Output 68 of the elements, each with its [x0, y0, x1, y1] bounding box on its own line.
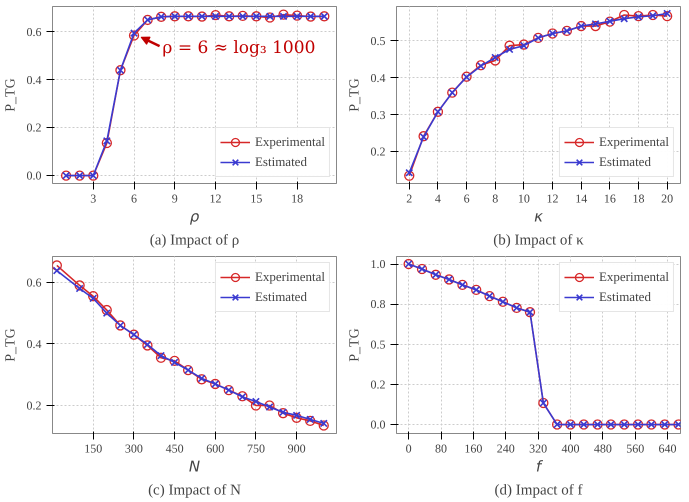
x-tick-label: 450: [166, 442, 184, 456]
legend-label: Experimental: [254, 134, 325, 150]
y-axis-title: P_TG: [4, 328, 18, 362]
y-tick-label: 0.0: [26, 168, 42, 183]
x-tick-label: 9: [172, 192, 178, 206]
y-tick-label: 0.2: [26, 120, 42, 135]
x-axis-title: κ: [534, 208, 544, 226]
y-tick-label: 0.4: [26, 336, 42, 351]
y-tick-label: 0.6: [26, 24, 42, 39]
annotation: ρ = 6 ≈ log₃ 1000: [162, 38, 316, 58]
x-axis-title: f: [536, 458, 544, 476]
y-tick-label: 0.4: [26, 72, 42, 87]
y-tick-label: 0.5: [370, 34, 386, 48]
y-axis-title: P_TG: [348, 78, 362, 112]
legend-label: Experimental: [598, 134, 669, 150]
x-tick-label: 10: [518, 192, 530, 206]
y-axis-title: P_TG: [348, 328, 362, 362]
y-tick-label: 0.5: [370, 337, 386, 352]
x-axis-title: N: [188, 458, 200, 476]
y-tick-label: 0.4: [370, 70, 386, 85]
x-tick-label: 3: [90, 192, 96, 206]
y-tick-label: 0.2: [370, 144, 386, 159]
x-tick-label: 560: [626, 442, 644, 456]
x-tick-label: 240: [496, 442, 515, 456]
y-tick-label: 0.8: [370, 297, 386, 312]
x-axis-title: ρ: [190, 208, 200, 226]
x-tick-label: 900: [288, 442, 306, 456]
x-tick-label: 18: [291, 192, 304, 206]
y-tick-label: 1.0: [370, 257, 386, 272]
legend-label: Estimated: [254, 289, 307, 305]
x-tick-label: 480: [594, 442, 612, 456]
x-tick-label: 640: [658, 442, 677, 456]
x-tick-label: 320: [529, 442, 548, 456]
x-tick-label: 18: [632, 192, 645, 206]
x-tick-label: 8: [492, 192, 498, 206]
x-tick-label: 300: [124, 442, 143, 456]
x-tick-label: 15: [250, 192, 262, 206]
y-tick-label: 0.6: [26, 275, 42, 290]
x-tick-label: 150: [84, 442, 102, 456]
legend-label: Experimental: [254, 269, 325, 285]
x-tick-label: 400: [561, 442, 580, 456]
text: (a) Impact of ρ: [150, 232, 240, 248]
x-tick-label: 12: [546, 192, 559, 206]
x-tick-label: 12: [210, 192, 222, 206]
x-tick-label: 600: [206, 442, 224, 456]
y-tick-label: 0.3: [370, 108, 386, 122]
text: (b) Impact of κ: [493, 232, 584, 248]
x-tick-label: 80: [435, 442, 447, 456]
legend-label: Estimated: [254, 154, 307, 170]
x-tick-label: 6: [464, 192, 470, 206]
text: (d) Impact of f: [494, 482, 582, 498]
x-tick-label: 160: [464, 442, 482, 456]
x-tick-label: 0: [406, 442, 412, 456]
y-tick-label: 0.0: [370, 418, 386, 432]
y-tick-label: 0.2: [26, 398, 42, 412]
x-tick-label: 16: [604, 192, 616, 206]
x-tick-label: 20: [661, 192, 674, 206]
y-tick-label: 0.2: [370, 377, 386, 392]
x-tick-label: 750: [246, 442, 265, 456]
x-tick-label: 2: [406, 192, 412, 206]
legend-label: Estimated: [598, 154, 651, 170]
text: (c) Impact of N: [148, 482, 242, 498]
legend-label: Estimated: [598, 289, 651, 305]
x-tick-label: 14: [575, 192, 588, 206]
y-axis-title: P_TG: [4, 78, 18, 112]
x-tick-label: 6: [131, 192, 138, 206]
x-tick-label: 4: [434, 192, 441, 206]
legend-label: Experimental: [598, 269, 669, 285]
